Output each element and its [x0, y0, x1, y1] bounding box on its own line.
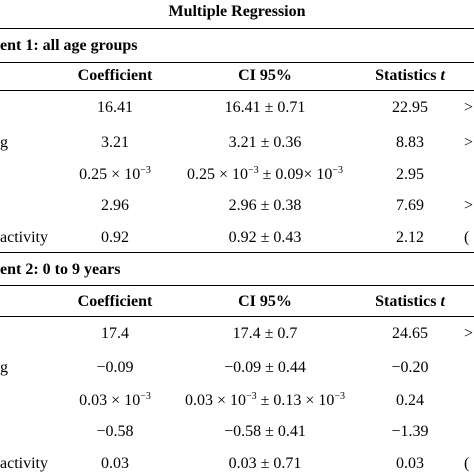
header-ci-1: CI 95% — [238, 67, 292, 84]
table-cell-t: 8.83 — [396, 134, 424, 151]
table-cell-t: 7.69 — [396, 197, 424, 214]
table-title: Multiple Regression — [168, 3, 306, 20]
table-cell-ci: 0.03 ± 0.71 — [228, 455, 302, 472]
header-statistics-2: Statistics t — [375, 293, 445, 310]
row-label: g — [0, 134, 8, 151]
table-cell-t: 22.95 — [392, 99, 428, 116]
table-cell-ci: 0.03 × 10−3 ± 0.13 × 10−3 — [184, 391, 346, 409]
table-cell-coef: −0.58 — [96, 423, 134, 440]
table-cell-coef: 0.03 — [101, 455, 129, 472]
table-cell-edge: > — [464, 325, 474, 342]
table-cell-t: 2.12 — [396, 229, 424, 246]
header-coefficient-2: Coefficient — [77, 293, 153, 310]
table-cell-t: 0.24 — [396, 392, 424, 409]
section-label-1: ent 1: all age groups — [0, 37, 138, 54]
table-cell-coef: 0.03 × 10−3 — [79, 391, 151, 409]
table-cell-ci: 0.25 × 10−3 ± 0.09× 10−3 — [186, 165, 344, 183]
table-cell-ci: 2.96 ± 0.38 — [228, 197, 302, 214]
table-cell-coef: 2.96 — [101, 197, 129, 214]
table-cell-edge: ( — [464, 455, 470, 472]
table-cell-ci: −0.58 ± 0.41 — [224, 423, 306, 440]
rule-header-2 — [0, 316, 474, 317]
table-cell-coef: 17.4 — [101, 325, 129, 342]
table-cell-coef: −0.09 — [96, 359, 134, 376]
section-label-2: ent 2: 0 to 9 years — [0, 261, 121, 278]
rule-section-2 — [0, 285, 474, 286]
table-cell-edge: ( — [464, 229, 470, 246]
table-cell-t: 24.65 — [392, 325, 428, 342]
table-cell-t: −0.20 — [391, 359, 429, 376]
rule-section-end-1 — [0, 252, 474, 253]
table-cell-t: 2.95 — [396, 166, 424, 183]
table-cell-ci: 16.41 ± 0.71 — [224, 99, 306, 116]
table-cell-coef: 16.41 — [97, 99, 133, 116]
table-cell-coef: 0.92 — [101, 229, 129, 246]
table-cell-coef: 3.21 — [101, 134, 129, 151]
table-cell-ci: 0.92 ± 0.43 — [228, 229, 302, 246]
table-cell-t: −1.39 — [391, 423, 429, 440]
rule-section-1 — [0, 62, 474, 63]
table-cell-ci: −0.09 ± 0.44 — [224, 359, 306, 376]
table-cell-edge: > — [464, 134, 474, 151]
row-label: activity — [0, 229, 48, 246]
table-cell-ci: 3.21 ± 0.36 — [228, 134, 302, 151]
table-cell-ci: 17.4 ± 0.7 — [232, 325, 298, 342]
table-cell-t: 0.03 — [396, 455, 424, 472]
header-statistics-1: Statistics t — [375, 67, 445, 84]
table-cell-edge: > — [464, 99, 474, 116]
row-label: activity — [0, 455, 48, 472]
table-cell-edge: > — [464, 197, 474, 214]
header-coefficient-1: Coefficient — [77, 67, 153, 84]
rule-header-1 — [0, 90, 474, 91]
header-ci-2: CI 95% — [238, 293, 292, 310]
rule-top — [0, 28, 474, 29]
row-label: g — [0, 359, 8, 376]
table-cell-coef: 0.25 × 10−3 — [79, 165, 151, 183]
